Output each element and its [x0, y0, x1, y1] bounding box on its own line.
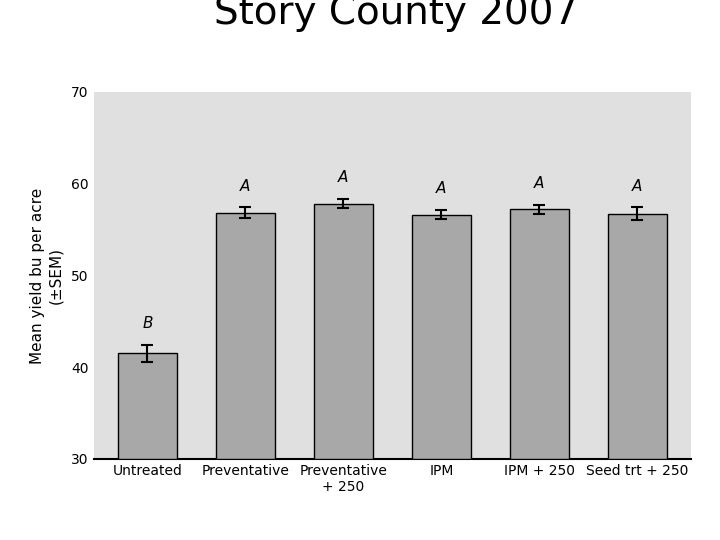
Bar [608, 214, 667, 459]
Text: University Extension: University Extension [18, 525, 140, 538]
Bar [510, 210, 569, 459]
Y-axis label: Mean yield bu per acre
(±SEM): Mean yield bu per acre (±SEM) [30, 187, 63, 363]
Bar [314, 204, 373, 459]
Text: A: A [338, 171, 348, 185]
Bar [216, 213, 275, 459]
Text: A: A [436, 181, 446, 197]
Text: A: A [632, 179, 642, 194]
Text: A: A [534, 176, 544, 191]
Text: A: A [240, 179, 251, 194]
Text: IOWA STATE UNIVERSITY: IOWA STATE UNIVERSITY [18, 501, 210, 515]
Text: Story County 2007: Story County 2007 [214, 0, 578, 32]
Text: B: B [143, 316, 153, 332]
Bar [118, 353, 177, 459]
Bar [412, 215, 471, 459]
